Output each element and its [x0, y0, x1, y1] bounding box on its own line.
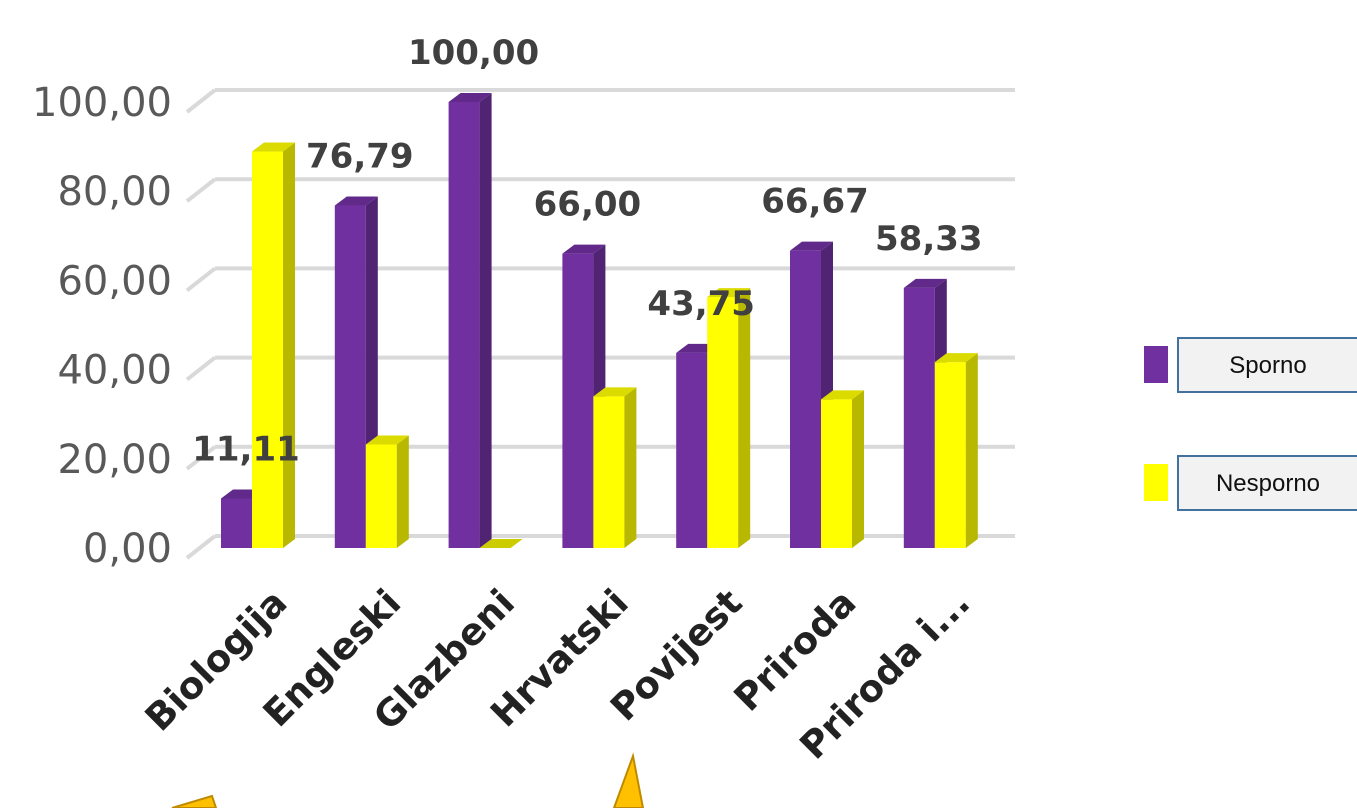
bar-sporno-top: [562, 244, 606, 254]
bar-nesporno-top: [479, 539, 523, 548]
bar-sporno-side: [479, 93, 492, 548]
bar-nesporno-side: [283, 142, 295, 548]
legend: Sporno Nesporno: [1144, 337, 1357, 511]
legend-swatch: [1144, 464, 1168, 501]
callout-pointer-middle: [612, 752, 645, 808]
data-label: 76,79: [306, 137, 414, 177]
bar-nesporno: [593, 387, 637, 548]
bar-nesporno-top: [821, 390, 864, 400]
bar-nesporno-front: [934, 362, 966, 548]
y-tick-label: 20,00: [57, 437, 172, 483]
gridline-depth: [185, 266, 217, 292]
data-label: 100,00: [408, 33, 539, 73]
bar-nesporno-side: [965, 353, 978, 548]
bar-sporno-front: [221, 498, 252, 548]
bar-nesporno: [365, 435, 409, 548]
bar-nesporno: [934, 353, 978, 548]
bar-nesporno: [479, 539, 523, 548]
bar-sporno-front: [334, 205, 366, 548]
bar-nesporno-front: [707, 297, 739, 548]
y-tick-label: 100,00: [32, 80, 172, 126]
legend-swatch: [1144, 346, 1168, 383]
bar-sporno: [790, 241, 833, 548]
bar-nesporno-front: [365, 444, 397, 548]
data-label: 11,11: [192, 429, 300, 469]
bars: [221, 93, 978, 548]
bar-sporno-top: [448, 93, 492, 102]
bar-nesporno-front: [821, 399, 852, 548]
bar-nesporno-front: [252, 151, 283, 548]
bar-nesporno-top: [593, 387, 637, 397]
bar-nesporno-top: [365, 435, 409, 445]
data-label: 66,00: [534, 185, 642, 225]
bar-sporno-top: [334, 196, 378, 206]
data-label: 43,75: [647, 284, 755, 324]
callout-pointer-left: [171, 794, 218, 808]
bar-nesporno-top: [252, 142, 295, 152]
bar-sporno-top: [903, 278, 947, 288]
legend-label: Sporno: [1229, 352, 1306, 379]
y-tick-label: 0,00: [83, 526, 172, 572]
gridline-depth: [185, 356, 217, 382]
x-axis-ticks: BiologijaEngleskiGlazbeniHrvatskiPovijes…: [137, 581, 978, 768]
bar-nesporno: [821, 390, 864, 548]
bar-nesporno-side: [624, 387, 637, 548]
bar-sporno-front: [903, 287, 935, 548]
y-tick-label: 40,00: [57, 348, 172, 394]
bar-nesporno: [252, 142, 295, 548]
bar-sporno-top: [790, 241, 833, 251]
bar-nesporno-side: [396, 435, 409, 548]
data-label: 66,67: [761, 182, 869, 222]
bar-sporno-front: [790, 250, 821, 548]
gridline-depth: [185, 445, 217, 471]
data-label: 58,33: [875, 219, 983, 259]
bar-sporno: [448, 93, 492, 548]
legend-label: Nesporno: [1216, 470, 1320, 497]
bar-nesporno-top: [934, 353, 978, 363]
gridline-depth: [185, 534, 217, 560]
y-axis-ticks: 0,00 20,00 40,00 60,00 80,00 100,00: [32, 80, 172, 572]
bar-sporno-front: [448, 102, 480, 548]
legend-box: [1177, 337, 1357, 393]
bar-nesporno-top: [707, 288, 751, 298]
bar-sporno-front: [676, 352, 708, 548]
gridline-depth: [185, 177, 217, 203]
bar-sporno-front: [562, 253, 594, 548]
gridline-depth: [185, 88, 217, 114]
y-tick-label: 80,00: [57, 169, 172, 215]
bar-nesporno-front: [593, 396, 625, 548]
bar-nesporno: [707, 288, 751, 548]
y-tick-label: 60,00: [57, 258, 172, 304]
legend-box: [1177, 455, 1357, 511]
bar-nesporno-side: [738, 288, 751, 548]
callout-pointers: [171, 752, 645, 808]
bar-nesporno-side: [852, 390, 864, 548]
